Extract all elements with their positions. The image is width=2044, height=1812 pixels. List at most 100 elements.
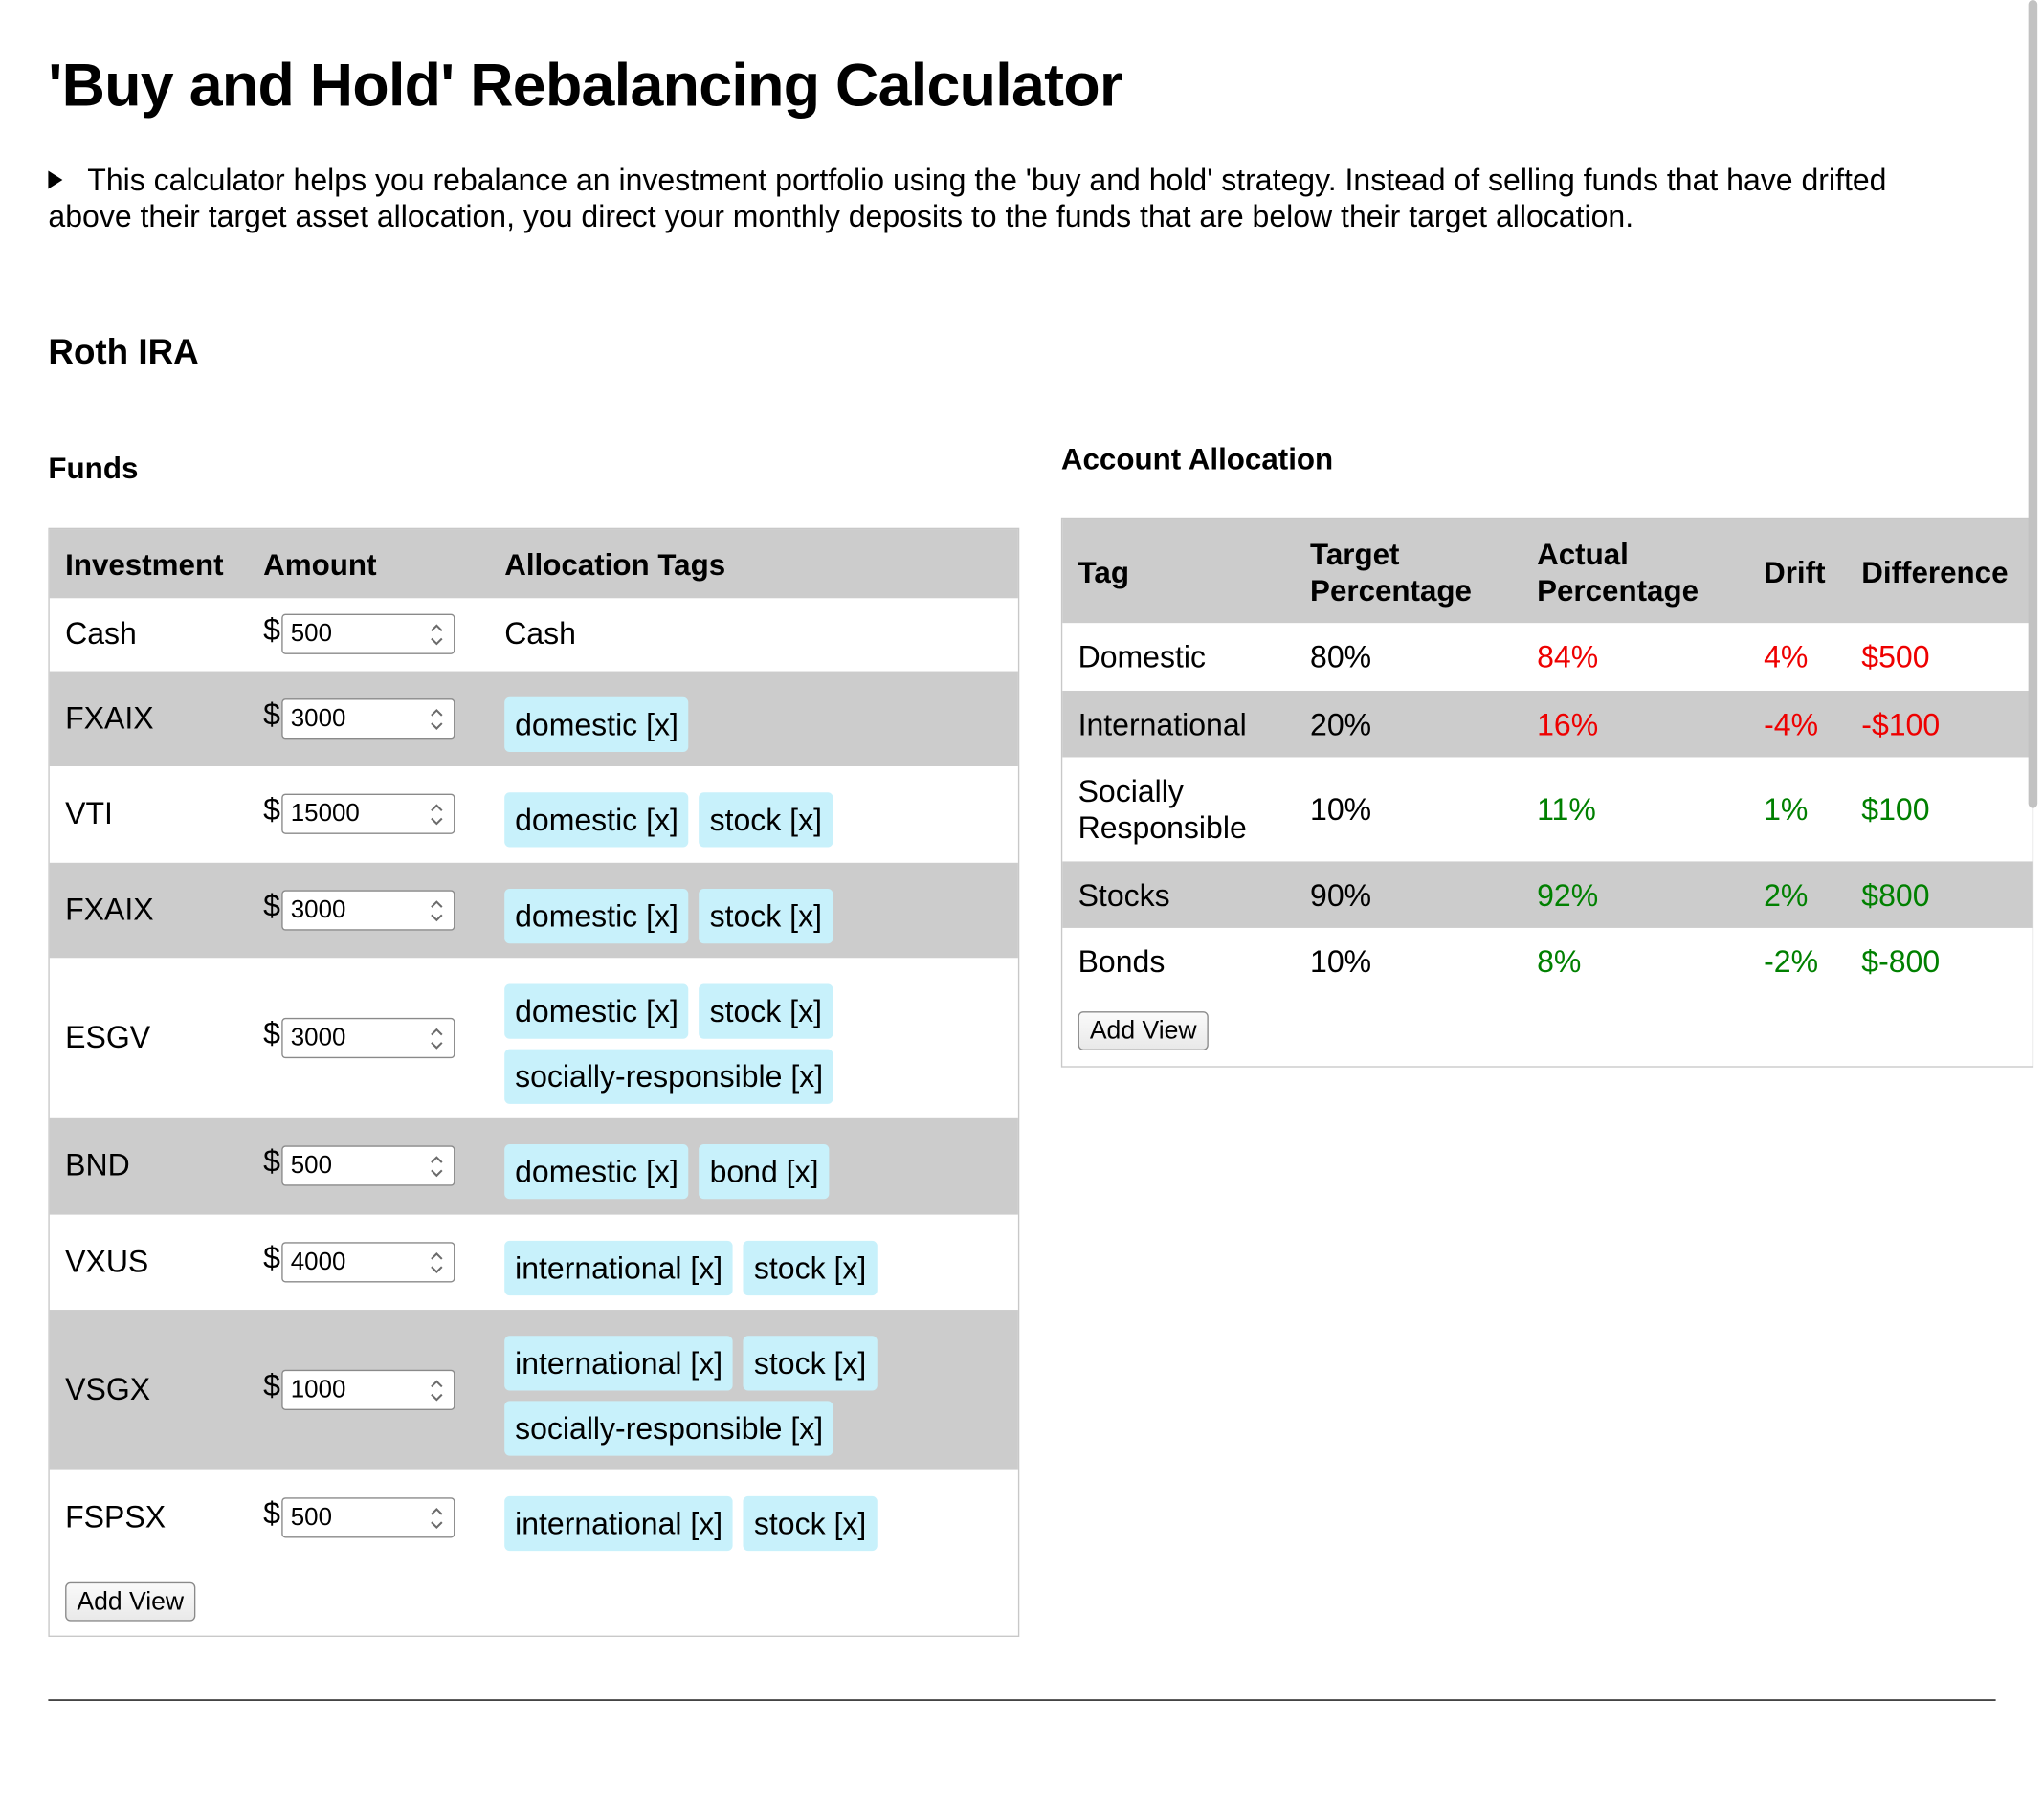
disclosure-triangle-icon[interactable] bbox=[48, 170, 63, 189]
amount-input[interactable]: 500 bbox=[281, 1145, 455, 1186]
allocation-table: Tag Target Percentage Actual Percentage Dr… bbox=[1060, 517, 2034, 1068]
fund-row: VSGX $1000 international [x] stock [x] socia… bbox=[49, 1310, 1018, 1470]
allocation-tag-chip[interactable]: bond [x] bbox=[699, 1144, 830, 1200]
header-drift: Drift bbox=[1764, 555, 1826, 589]
allocation-tag-chip[interactable]: stock [x] bbox=[743, 1495, 878, 1552]
currency-symbol: $ bbox=[263, 1495, 280, 1531]
stepper-icon[interactable] bbox=[428, 1152, 446, 1181]
intro-details[interactable]: This calculator helps you rebalance an i… bbox=[48, 162, 1977, 234]
amount-value: 15000 bbox=[290, 800, 360, 829]
alloc-drift: -4% bbox=[1764, 707, 1819, 741]
allocation-tag-chip[interactable]: socially-responsible [x] bbox=[504, 1049, 834, 1104]
currency-symbol: $ bbox=[263, 1015, 280, 1050]
allocation-tag-chip[interactable]: stock [x] bbox=[699, 889, 833, 944]
allocation-tag-chip[interactable]: international [x] bbox=[504, 1240, 734, 1296]
header-tag: Tag bbox=[1078, 555, 1129, 589]
header-allocation-tags: Allocation Tags bbox=[504, 547, 726, 582]
allocation-tag-chip[interactable]: domestic [x] bbox=[504, 696, 689, 753]
fund-name: VXUS bbox=[65, 1244, 149, 1278]
allocation-tag-chip[interactable]: international [x] bbox=[504, 1336, 734, 1391]
fund-name: FXAIX bbox=[65, 892, 154, 926]
header-difference: Difference bbox=[1861, 555, 2009, 589]
section-divider bbox=[48, 1699, 1996, 1701]
fund-row: Cash $500 Cash bbox=[50, 598, 1018, 671]
allocation-tag-chip[interactable]: domestic [x] bbox=[504, 792, 689, 848]
allocation-row: International 20% 16% -4% -$100 bbox=[1062, 690, 2033, 758]
allocation-tag-chip[interactable]: domestic [x] bbox=[504, 889, 689, 944]
intro-text: This calculator helps you rebalance an i… bbox=[48, 163, 1887, 233]
stepper-icon[interactable] bbox=[428, 704, 446, 733]
allocation-tag-chip[interactable]: domestic [x] bbox=[504, 1144, 689, 1200]
amount-input[interactable]: 1000 bbox=[281, 1369, 455, 1410]
stepper-icon[interactable] bbox=[428, 1504, 446, 1533]
amount-input[interactable]: 3000 bbox=[281, 697, 455, 739]
allocation-tag-chip[interactable]: socially-responsible [x] bbox=[504, 1401, 834, 1456]
amount-value: 3000 bbox=[290, 895, 346, 924]
stepper-icon[interactable] bbox=[428, 1248, 446, 1276]
alloc-actual: 92% bbox=[1537, 877, 1599, 912]
allocation-tag-chip[interactable]: international [x] bbox=[504, 1495, 734, 1552]
fund-name: Cash bbox=[65, 616, 137, 651]
amount-input[interactable]: 3000 bbox=[281, 889, 455, 930]
stepper-icon[interactable] bbox=[428, 800, 446, 829]
alloc-tag: Socially Responsible bbox=[1078, 774, 1247, 845]
header-actual-percentage: Actual Percentage bbox=[1537, 537, 1700, 608]
stepper-icon[interactable] bbox=[428, 620, 446, 649]
amount-value: 4000 bbox=[290, 1248, 346, 1275]
allocation-row: Socially Responsible 10% 11% 1% $100 bbox=[1062, 757, 2033, 861]
amount-value: 500 bbox=[290, 1152, 332, 1180]
amount-input[interactable]: 4000 bbox=[281, 1241, 455, 1282]
allocation-tag-chip[interactable]: stock [x] bbox=[699, 792, 833, 848]
fund-name: BND bbox=[65, 1148, 130, 1182]
alloc-difference: -$100 bbox=[1861, 707, 1941, 741]
scrollbar[interactable] bbox=[2028, 0, 2038, 808]
alloc-actual: 8% bbox=[1537, 944, 1582, 980]
page-title: 'Buy and Hold' Rebalancing Calculator bbox=[48, 51, 1122, 119]
allocation-tag-chip[interactable]: stock [x] bbox=[699, 983, 833, 1039]
funds-add-view-button[interactable]: Add View bbox=[65, 1581, 196, 1622]
alloc-difference: $500 bbox=[1861, 639, 1930, 674]
alloc-actual: 84% bbox=[1537, 639, 1599, 674]
stepper-icon[interactable] bbox=[428, 1376, 446, 1404]
allocation-tags: domestic [x] bbox=[504, 696, 1012, 762]
fund-name: VTI bbox=[65, 796, 113, 830]
allocation-row: Domestic 80% 84% 4% $500 bbox=[1062, 623, 2033, 691]
fund-name: FXAIX bbox=[65, 700, 154, 735]
fund-row: ESGV $3000 domestic [x] stock [x] socially-r… bbox=[50, 958, 1018, 1118]
allocation-table-header: Tag Target Percentage Actual Percentage Dr… bbox=[1062, 519, 2033, 624]
header-target-percentage: Target Percentage bbox=[1310, 537, 1472, 608]
alloc-target: 10% bbox=[1310, 792, 1372, 827]
alloc-tag: Stocks bbox=[1078, 877, 1170, 912]
fund-name: FSPSX bbox=[65, 1499, 167, 1535]
amount-value: 3000 bbox=[290, 1024, 346, 1051]
amount-input[interactable]: 3000 bbox=[281, 1017, 455, 1058]
amount-input[interactable]: 500 bbox=[281, 1497, 455, 1538]
alloc-difference: $800 bbox=[1861, 877, 1930, 912]
stepper-icon[interactable] bbox=[428, 1024, 446, 1052]
allocation-tag-chip[interactable]: stock [x] bbox=[743, 1240, 878, 1296]
currency-symbol: $ bbox=[263, 792, 280, 827]
alloc-tag: Bonds bbox=[1078, 944, 1166, 980]
alloc-actual: 11% bbox=[1537, 792, 1596, 827]
fund-row: VTI $15000 domestic [x] stock [x] bbox=[50, 766, 1018, 863]
alloc-tag: International bbox=[1078, 707, 1247, 741]
amount-input[interactable]: 15000 bbox=[281, 793, 455, 834]
alloc-drift: 2% bbox=[1764, 877, 1809, 912]
allocation-tags: domestic [x] bond [x] bbox=[504, 1144, 1012, 1209]
header-investment: Investment bbox=[65, 547, 224, 582]
alloc-difference: $-800 bbox=[1861, 944, 1941, 980]
allocation-tag-chip[interactable]: stock [x] bbox=[743, 1336, 878, 1391]
amount-input[interactable]: 500 bbox=[281, 613, 455, 654]
funds-title: Funds bbox=[48, 451, 139, 485]
currency-symbol: $ bbox=[263, 1144, 280, 1179]
stepper-icon[interactable] bbox=[428, 896, 446, 925]
allocation-add-view-button[interactable]: Add View bbox=[1078, 1011, 1209, 1050]
alloc-difference: $100 bbox=[1861, 792, 1930, 827]
allocation-title: Account Allocation bbox=[1060, 441, 1334, 476]
funds-table-header: Investment Amount Allocation Tags bbox=[49, 529, 1018, 599]
allocation-tags: international [x] stock [x] bbox=[504, 1240, 1012, 1306]
allocation-tag-chip[interactable]: domestic [x] bbox=[504, 983, 689, 1039]
fund-row: FXAIX $3000 domestic [x] bbox=[49, 671, 1018, 767]
fund-name: VSGX bbox=[65, 1371, 151, 1406]
allocation-tags: international [x] stock [x] socially-respo… bbox=[504, 1336, 1012, 1466]
